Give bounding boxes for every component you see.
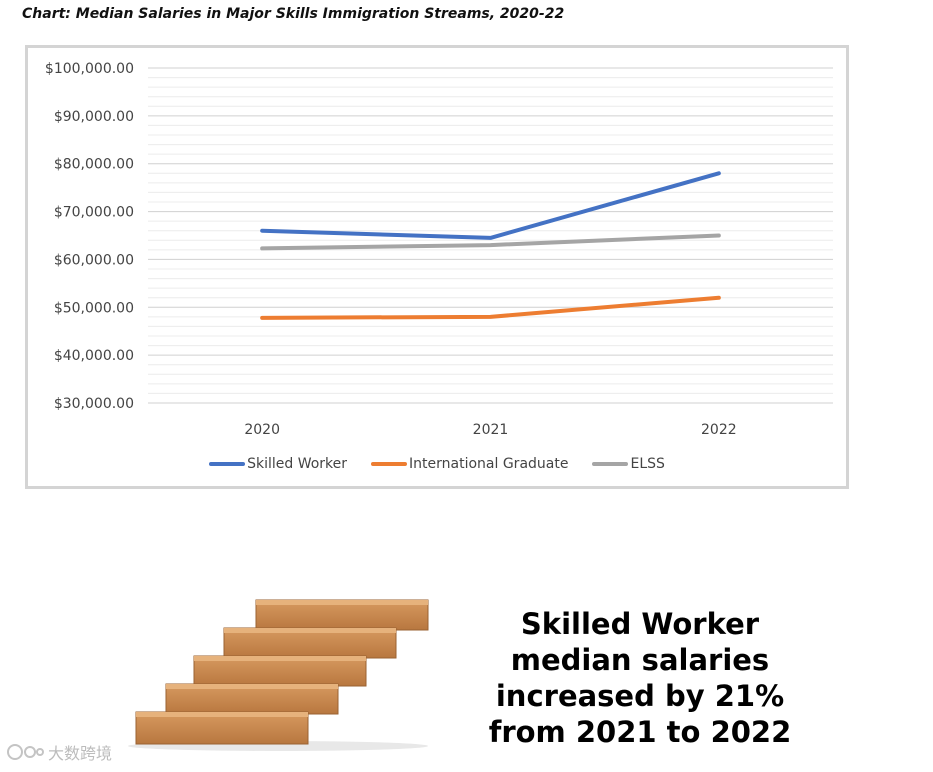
x-tick-label: 2020 <box>244 422 280 438</box>
legend-swatch-international-graduate <box>371 462 408 466</box>
x-tick-label: 2021 <box>473 422 509 438</box>
headline: Skilled Worker median salaries increased… <box>480 606 800 750</box>
series-line-international-graduate <box>260 295 721 320</box>
grid-lines <box>148 67 833 404</box>
series-line-skilled-worker <box>260 171 721 240</box>
legend-swatch-elss <box>592 462 629 466</box>
y-tick-label: $60,000.00 <box>54 252 134 268</box>
y-axis-ticks: $100,000.00 $90,000.00 $80,000.00 $70,000.0… <box>45 61 134 412</box>
wooden-blocks-stairs-illustration <box>128 599 429 751</box>
chart-frame: $100,000.00 $90,000.00 $80,000.00 $70,000.0… <box>25 45 849 489</box>
series-line-elss <box>260 233 721 251</box>
headline-line-4: from 2021 to 2022 <box>488 715 792 749</box>
headline-line-1: Skilled Worker <box>520 607 760 641</box>
y-tick-label: $80,000.00 <box>54 157 134 173</box>
x-axis-ticks: 2020 2021 2022 <box>244 422 736 438</box>
series-lines <box>260 171 721 320</box>
y-tick-label: $100,000.00 <box>45 61 134 77</box>
y-tick-label: $70,000.00 <box>54 205 134 221</box>
legend-label-skilled-worker: Skilled Worker <box>247 456 348 472</box>
chart-caption: Chart: Median Salaries in Major Skills I… <box>22 6 565 22</box>
legend-item-international-graduate: International Graduate <box>371 456 568 472</box>
watermark-logo-icon <box>7 744 44 760</box>
legend-swatch-skilled-worker <box>209 462 246 466</box>
legend-item-elss: ELSS <box>592 456 665 472</box>
watermark: 大数跨境 <box>6 740 112 764</box>
y-tick-label: $90,000.00 <box>54 109 134 125</box>
legend-label-elss: ELSS <box>630 456 665 472</box>
headline-line-2: median salaries <box>510 643 770 677</box>
legend-item-skilled-worker: Skilled Worker <box>209 456 347 472</box>
legend: Skilled Worker International Graduate EL… <box>28 456 846 472</box>
y-tick-label: $40,000.00 <box>54 348 134 364</box>
y-tick-label: $50,000.00 <box>54 300 134 316</box>
headline-line-3: increased by 21% <box>495 679 785 713</box>
x-tick-label: 2022 <box>701 422 737 438</box>
line-chart: $100,000.00 $90,000.00 $80,000.00 $70,000.0… <box>45 61 833 438</box>
y-tick-label: $30,000.00 <box>54 396 134 412</box>
legend-label-international-graduate: International Graduate <box>409 456 569 472</box>
watermark-text: 大数跨境 <box>48 744 113 763</box>
